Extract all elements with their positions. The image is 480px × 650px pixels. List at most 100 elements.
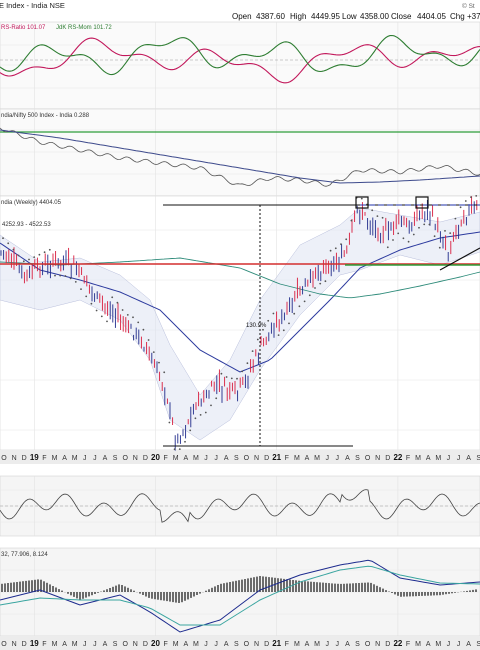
rrg-panel: [0, 21, 480, 110]
sar-dot: [7, 242, 10, 245]
rally-annotation: 130.9%: [246, 323, 267, 329]
sar-dot: [334, 247, 337, 250]
x-tick-label: D: [143, 455, 148, 462]
bottom-x-axis-ticks: O N D 19 F M A M J J A S O N D 20 F M A M J J A S O N D 21 F M A M J J A S O…: [1, 639, 480, 648]
bollinger-band: [0, 207, 480, 441]
sar-dot: [215, 397, 218, 400]
sar-dot: [371, 209, 374, 212]
sar-dot: [282, 329, 285, 332]
rrg-legend: RS-Ratio 101.07 JdK RS-Mom 101.72: [1, 25, 112, 31]
x-tick-label: D: [143, 641, 148, 648]
peak-box-1: [355, 196, 369, 209]
sar-dot: [59, 274, 62, 277]
sar-dot: [386, 246, 389, 249]
x-tick-label: M: [72, 455, 78, 462]
sar-dot: [90, 302, 93, 305]
close-value: 4404.05: [417, 12, 446, 21]
sar-dot: [210, 404, 212, 407]
sar-dot: [43, 251, 46, 254]
x-tick-label: J: [93, 641, 97, 648]
sar-dot: [54, 274, 56, 277]
x-tick-label: 20: [151, 453, 160, 462]
low-value: 4358.00: [360, 12, 389, 21]
sar-dot: [116, 301, 119, 304]
x-tick-label: J: [83, 641, 87, 648]
x-tick-label: O: [365, 641, 371, 648]
sar-dot: [438, 246, 441, 249]
x-tick-label: M: [294, 455, 300, 462]
x-tick-label: M: [294, 641, 300, 648]
sar-dot: [340, 243, 342, 246]
sar-dot: [329, 249, 332, 252]
sar-dot: [308, 294, 311, 297]
sar-dot: [225, 376, 228, 378]
close-label: Close: [391, 12, 412, 21]
x-tick-label: A: [426, 455, 431, 462]
sar-dot: [412, 233, 415, 236]
x-tick-label: D: [264, 641, 269, 648]
x-tick-label: S: [234, 641, 239, 648]
x-tick-label: A: [345, 455, 350, 462]
low-label: Low: [342, 12, 357, 21]
x-tick-label: M: [314, 455, 320, 462]
x-tick-label: A: [305, 455, 310, 462]
sar-dot: [428, 223, 431, 226]
relative-strength-line: [0, 127, 480, 187]
moving-average-fast: [0, 231, 480, 373]
x-tick-label: N: [254, 641, 259, 648]
rsi-line: [0, 489, 480, 523]
sar-dot: [48, 248, 51, 251]
x-tick-label: J: [457, 455, 461, 462]
x-tick-label: J: [325, 455, 329, 462]
x-tick-label: M: [415, 455, 421, 462]
bollinger-label: 4252.93 - 4522.53: [2, 222, 51, 228]
x-tick-label: S: [476, 641, 480, 648]
x-tick-label: D: [385, 455, 390, 462]
x-tick-label: F: [285, 455, 289, 462]
sar-dot: [121, 309, 124, 311]
sar-dot: [267, 319, 270, 322]
x-tick-label: M: [314, 641, 320, 648]
sar-dot: [147, 339, 150, 341]
sar-dot: [163, 371, 166, 374]
sar-dot: [106, 320, 108, 323]
sar-dot: [194, 417, 197, 420]
sar-dot: [433, 235, 436, 238]
x-tick-label: O: [122, 641, 128, 648]
bottom-x-axis-band: [0, 636, 480, 650]
sar-dot: [256, 338, 259, 341]
sar-dot: [38, 253, 41, 256]
x-tick-label: S: [355, 641, 360, 648]
sar-dot: [360, 197, 363, 200]
sar-dot: [12, 248, 15, 251]
x-tick-label: M: [52, 641, 58, 648]
x-tick-label: 21: [272, 453, 281, 462]
x-tick-label: S: [113, 641, 118, 648]
rs-ratio-label: RS-Ratio 101.07: [1, 25, 46, 31]
sar-dot: [184, 440, 186, 443]
x-tick-label: J: [336, 455, 340, 462]
x-tick-label: A: [345, 641, 350, 648]
x-tick-label: D: [264, 455, 269, 462]
sar-dot: [324, 280, 327, 283]
x-tick-label: M: [415, 641, 421, 648]
sar-dot: [381, 216, 384, 219]
sar-dot: [74, 281, 77, 283]
x-tick-label: J: [457, 641, 461, 648]
x-tick-label: D: [22, 455, 27, 462]
x-tick-label: A: [224, 641, 229, 648]
chg-value: +37: [467, 12, 480, 21]
sar-dot: [80, 288, 82, 290]
sar-dot: [137, 321, 140, 324]
sar-dot: [142, 328, 145, 331]
x-tick-label: 19: [30, 639, 39, 648]
sar-dot: [449, 232, 452, 235]
x-tick-label: J: [83, 455, 87, 462]
relative-strength-ma: [0, 129, 480, 184]
x-tick-label: S: [355, 455, 360, 462]
sar-dot: [17, 254, 20, 257]
x-tick-label: M: [173, 455, 179, 462]
x-tick-label: M: [435, 641, 441, 648]
sar-dot: [459, 206, 462, 209]
x-tick-label: A: [62, 641, 67, 648]
